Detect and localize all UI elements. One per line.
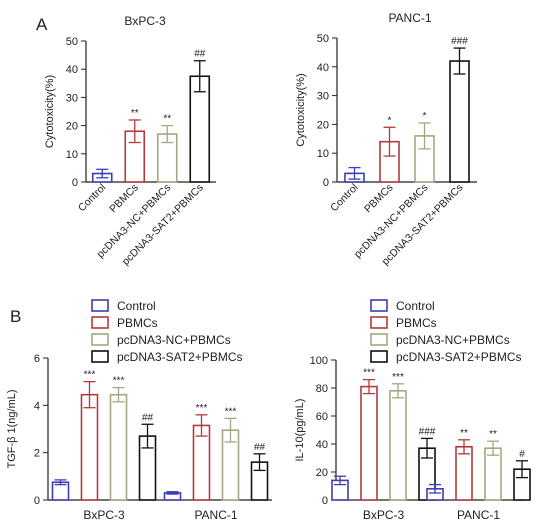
- x-tick-label: PBMCs: [362, 182, 396, 216]
- significance-label: ##: [142, 412, 154, 423]
- bar: [109, 393, 128, 501]
- y-tick-label: 2: [34, 448, 40, 460]
- legend-label: Control: [396, 299, 435, 313]
- significance-label: ##: [194, 49, 206, 60]
- bar: [484, 447, 502, 501]
- y-tick-label: 10: [317, 148, 329, 160]
- y-tick-label: 0: [322, 495, 328, 507]
- y-tick-label: 40: [66, 64, 78, 76]
- legend-swatch: [370, 350, 388, 363]
- significance-label: ***: [392, 372, 404, 383]
- y-tick-label: 50: [66, 36, 78, 48]
- significance-label: ###: [419, 426, 436, 437]
- legend-swatch: [91, 316, 109, 329]
- significance-label: #: [519, 449, 525, 460]
- y-tick-label: 100: [310, 355, 328, 367]
- bar: [449, 60, 470, 183]
- y-tick-label: 30: [317, 91, 329, 103]
- chart-title: PANC-1: [388, 11, 431, 25]
- legend-swatch: [370, 299, 388, 312]
- significance-label: **: [489, 429, 497, 440]
- y-tick-label: 0: [323, 177, 329, 189]
- legend-swatch: [91, 299, 109, 312]
- legend-swatch: [91, 350, 109, 363]
- significance-label: **: [131, 108, 139, 119]
- y-axis-label: Cytotoxicity(%): [44, 75, 56, 148]
- legend-swatch: [370, 333, 388, 346]
- significance-label: ***: [225, 406, 237, 417]
- significance-label: ***: [113, 376, 125, 387]
- legend-label: pcDNA3-SAT2+PBMCs: [117, 350, 242, 364]
- significance-label: ***: [84, 370, 96, 381]
- legend-label: PBMCs: [396, 316, 437, 330]
- significance-label: ###: [451, 36, 468, 47]
- chart-a-bxpc3: 0 10 20 30 40 50 Cytotoxicity(%) BxPC-3 Control *…: [44, 14, 216, 268]
- y-axis-label: IL-10(pg/mL): [294, 399, 306, 462]
- significance-label: **: [163, 114, 171, 125]
- y-tick-label: 60: [316, 411, 328, 423]
- significance-label: ##: [254, 442, 266, 453]
- y-tick-label: 20: [317, 119, 329, 131]
- chart-b-tgf: 0 2 4 6 TGF-β 1(ng/mL) BxPC-3 *** *** ## PANC-1 **…: [6, 299, 272, 522]
- y-tick-label: 30: [66, 92, 78, 104]
- panel-label-a: A: [36, 15, 48, 34]
- x-tick-label: BxPC-3: [363, 508, 405, 522]
- significance-label: ***: [363, 368, 375, 379]
- significance-label: **: [460, 428, 468, 439]
- significance-label: *: [388, 115, 392, 126]
- legend-label: Control: [117, 299, 156, 313]
- legend-label: pcDNA3-NC+PBMCs: [396, 333, 510, 347]
- y-tick-label: 4: [34, 400, 40, 412]
- legend-label: pcDNA3-SAT2+PBMCs: [396, 350, 521, 364]
- x-tick-label: PANC-1: [194, 508, 237, 522]
- y-axis-label: TGF-β 1(ng/mL): [6, 389, 18, 468]
- x-tick-label: Control: [328, 182, 360, 214]
- chart-title: BxPC-3: [124, 14, 166, 28]
- y-tick-label: 0: [34, 495, 40, 507]
- y-tick-label: 40: [317, 62, 329, 74]
- bar: [389, 389, 407, 501]
- y-tick-label: 20: [316, 467, 328, 479]
- y-tick-label: 0: [72, 177, 78, 189]
- bar: [80, 393, 99, 501]
- y-tick-label: 6: [34, 353, 40, 365]
- y-axis-label: Cytotoxicity(%): [295, 73, 307, 146]
- significance-label: ***: [196, 403, 208, 414]
- y-tick-label: 80: [316, 383, 328, 395]
- y-tick-label: 50: [317, 33, 329, 45]
- legend-label: PBMCs: [117, 316, 158, 330]
- legend-swatch: [91, 333, 109, 346]
- y-tick-label: 10: [66, 149, 78, 161]
- y-tick-label: 20: [66, 121, 78, 133]
- bar: [360, 385, 378, 501]
- chart-b-il10: 0 20 40 60 80 100 IL-10(pg/mL) BxPC-3 *** *** ### P…: [294, 299, 531, 522]
- legend-swatch: [370, 316, 388, 329]
- significance-label: *: [423, 111, 427, 122]
- bar: [455, 445, 473, 501]
- x-tick-label: Control: [76, 182, 108, 214]
- chart-a-panc1: 0 10 20 30 40 50 Cytotoxicity(%) PANC-1 Control *…: [295, 11, 477, 268]
- x-tick-label: PANC-1: [457, 508, 500, 522]
- legend-label: pcDNA3-NC+PBMCs: [117, 333, 231, 347]
- panel-label-b: B: [10, 307, 21, 326]
- x-tick-label: BxPC-3: [83, 508, 125, 522]
- y-tick-label: 40: [316, 439, 328, 451]
